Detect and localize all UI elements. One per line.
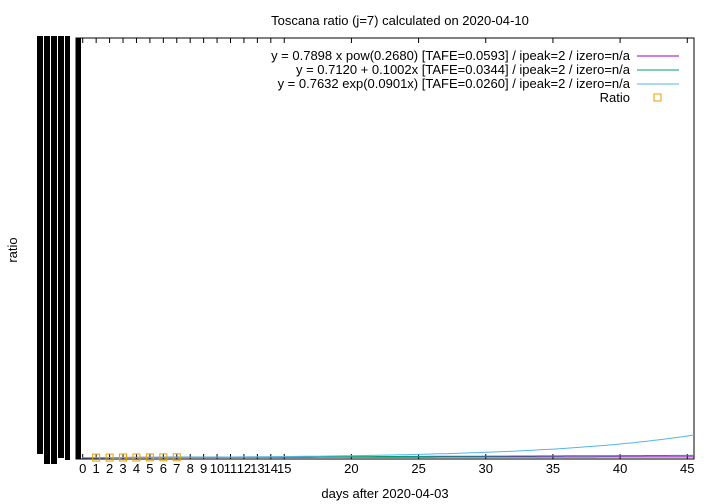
x-tick-label-10: 10 (210, 461, 224, 476)
x-tick-label-25: 25 (411, 461, 425, 476)
x-tick-label-20: 20 (344, 461, 358, 476)
legend-label-power: y = 0.7898 x pow(0.2680) [TAFE=0.0593] /… (271, 48, 631, 63)
y-axis-line (76, 38, 81, 459)
x-tick-label-45: 45 (680, 461, 694, 476)
x-tick-label-7: 7 (173, 461, 180, 476)
x-tick-label-1: 1 (93, 461, 100, 476)
x-tick-label-13: 13 (250, 461, 264, 476)
x-axis-label: days after 2020-04-03 (321, 486, 448, 501)
legend: y = 0.7898 x pow(0.2680) [TAFE=0.0593] /… (271, 48, 679, 105)
x-tick-label-9: 9 (200, 461, 207, 476)
legend-label-linear: y = 0.7120 + 0.1002x [TAFE=0.0344] / ipe… (296, 62, 631, 77)
ratio-point-3 (119, 453, 128, 462)
legend-entry-ratio: Ratio (600, 90, 662, 105)
x-tick-label-4: 4 (133, 461, 140, 476)
x-tick-label-8: 8 (187, 461, 194, 476)
x-tick-label-5: 5 (146, 461, 153, 476)
x-tick-label-14: 14 (264, 461, 278, 476)
ratio-point-1 (92, 453, 101, 462)
legend-swatch-ratio (653, 93, 662, 102)
x-tick-label-12: 12 (237, 461, 251, 476)
legend-label-ratio: Ratio (600, 90, 630, 105)
ratio-point-7 (172, 453, 181, 462)
x-tick-label-15: 15 (277, 461, 291, 476)
legend-entry-linear: y = 0.7120 + 0.1002x [TAFE=0.0344] / ipe… (296, 62, 679, 77)
x-tick-label-6: 6 (160, 461, 167, 476)
x-tick-label-30: 30 (479, 461, 493, 476)
x-tick-label-2: 2 (106, 461, 113, 476)
ratio-point-6 (159, 453, 168, 462)
y-axis-label: ratio (5, 237, 20, 262)
legend-label-exp: y = 0.7632 exp(0.0901x) [TAFE=0.0260] / … (278, 76, 631, 91)
x-tick-label-3: 3 (119, 461, 126, 476)
x-tick-label-0: 0 (79, 461, 86, 476)
legend-entry-power: y = 0.7898 x pow(0.2680) [TAFE=0.0593] /… (271, 48, 679, 63)
y-tick-label-band (37, 36, 70, 464)
legend-entry-exp: y = 0.7632 exp(0.0901x) [TAFE=0.0260] / … (278, 76, 679, 91)
ratio-point-5 (145, 453, 154, 462)
x-tick-label-35: 35 (546, 461, 560, 476)
chart-title: Toscana ratio (j=7) calculated on 2020-0… (271, 13, 529, 28)
ratio-point-4 (132, 453, 141, 462)
x-tick-label-40: 40 (613, 461, 627, 476)
ratio-point-2 (105, 453, 114, 462)
x-tick-label-11: 11 (224, 461, 238, 476)
series-line-exp (82, 434, 695, 459)
